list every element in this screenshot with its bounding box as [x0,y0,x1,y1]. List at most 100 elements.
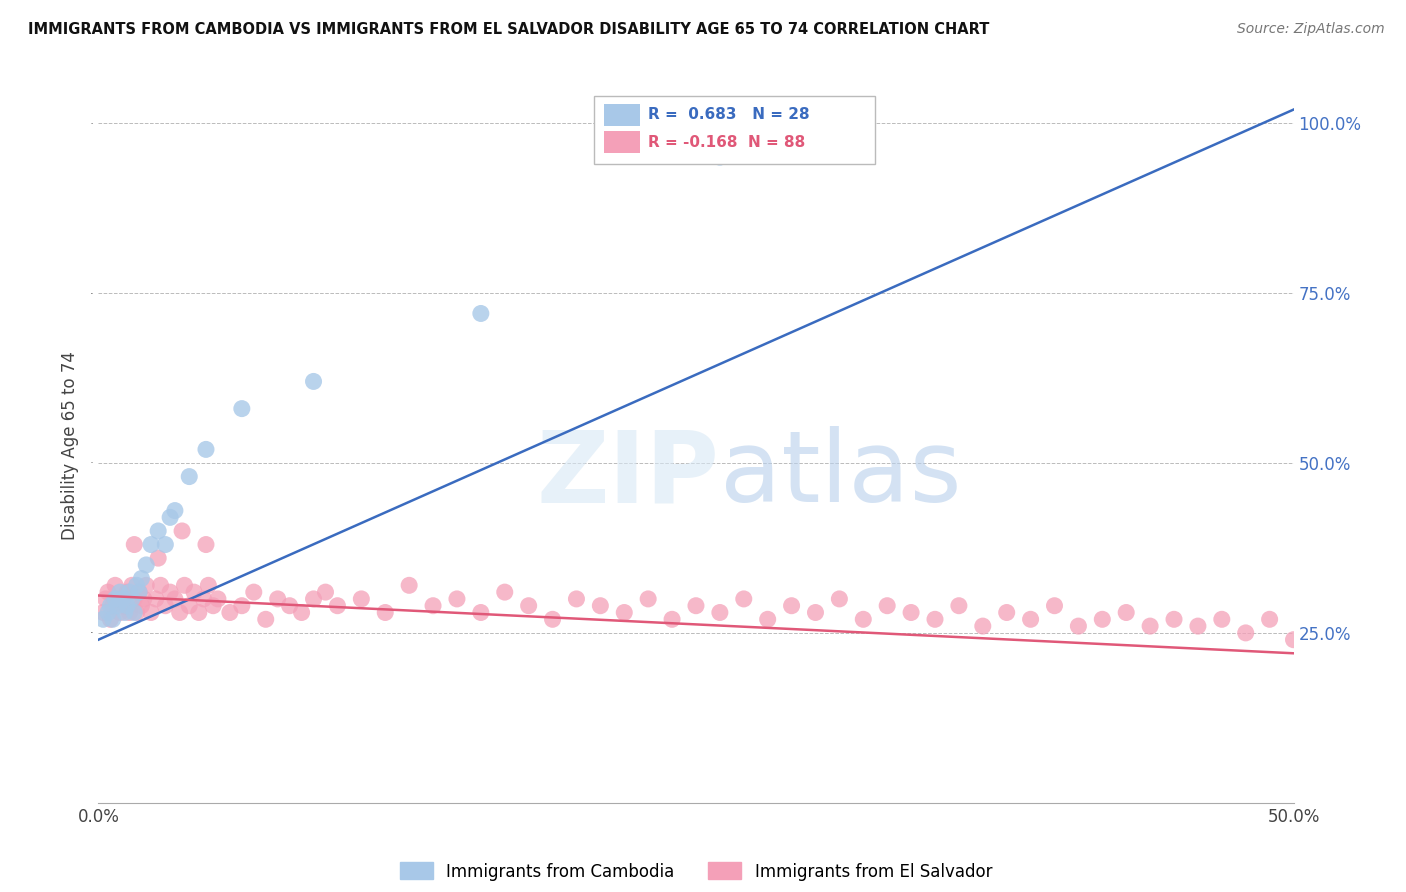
Point [104,591,127,606]
Point [115,599,138,613]
Point [1187,619,1209,633]
Point [828,591,851,606]
Point [350,591,373,606]
Text: ZIP: ZIP [537,426,720,523]
Point [159,510,181,524]
Point [91,606,114,620]
Point [139,537,162,551]
Point [446,591,468,606]
Point [685,599,707,613]
Point [163,591,186,606]
Point [876,599,898,613]
Point [207,591,229,606]
Point [517,599,540,613]
Point [148,551,170,566]
Point [115,585,138,599]
Point [243,585,266,599]
Point [995,606,1018,620]
Point [231,599,253,613]
Point [128,585,150,599]
Point [131,572,153,586]
Point [972,619,994,633]
Point [494,585,516,599]
Point [852,612,875,626]
Point [114,599,136,613]
Point [183,585,205,599]
Text: IMMIGRANTS FROM CAMBODIA VS IMMIGRANTS FROM EL SALVADOR DISABILITY AGE 65 TO 74 : IMMIGRANTS FROM CAMBODIA VS IMMIGRANTS F… [28,22,990,37]
FancyBboxPatch shape [595,96,875,164]
Point [124,537,146,551]
Point [637,591,659,606]
Point [1163,612,1185,626]
Point [118,585,141,599]
Point [91,612,114,626]
Point [114,606,136,620]
Point [132,591,155,606]
Point [733,591,755,606]
FancyBboxPatch shape [605,104,640,126]
Point [97,606,120,620]
Point [709,150,731,164]
Point [470,306,492,320]
Point [111,591,134,606]
Point [139,606,162,620]
Point [422,599,444,613]
Point [291,606,314,620]
Point [1258,612,1281,626]
Point [565,591,588,606]
Point [121,591,143,606]
Point [155,537,177,551]
Point [98,612,122,626]
Point [101,599,124,613]
Point [121,578,143,592]
Point [124,606,146,620]
Point [780,599,803,613]
Y-axis label: Disability Age 65 to 74: Disability Age 65 to 74 [62,351,79,541]
Point [145,591,167,606]
Point [900,606,922,620]
Text: Source: ZipAtlas.com: Source: ZipAtlas.com [1237,22,1385,37]
Point [202,599,225,613]
Point [179,469,201,483]
Point [135,578,157,592]
Point [94,591,117,606]
Point [1067,619,1090,633]
Point [179,599,201,613]
Point [118,606,141,620]
Point [613,606,636,620]
Point [756,612,779,626]
Point [97,585,120,599]
Point [194,442,218,457]
Point [155,599,177,613]
Point [470,606,492,620]
Point [804,606,827,620]
Point [173,578,195,592]
Point [159,585,181,599]
Point [1043,599,1066,613]
Point [254,612,277,626]
Point [374,606,396,620]
Point [1282,632,1305,647]
Point [108,606,131,620]
Text: atlas: atlas [720,426,962,523]
Point [302,375,325,389]
Point [125,606,148,620]
Point [194,537,218,551]
Point [1234,626,1257,640]
Point [197,578,219,592]
Point [231,401,253,416]
Point [135,558,157,572]
Point [924,612,946,626]
Point [193,591,215,606]
Point [107,599,129,613]
Point [124,591,146,606]
Point [302,591,325,606]
Point [315,585,337,599]
Point [1091,612,1114,626]
Point [108,585,131,599]
Point [709,606,731,620]
Point [125,578,148,592]
Point [948,599,970,613]
Point [398,578,420,592]
Point [111,591,134,606]
